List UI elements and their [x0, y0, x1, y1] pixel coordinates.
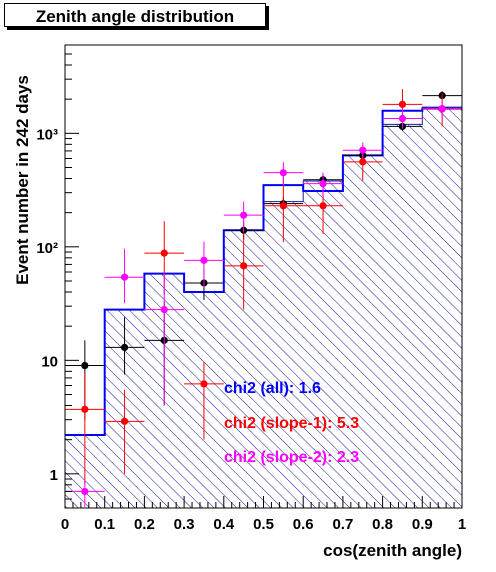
data-point	[160, 249, 168, 257]
data-point	[240, 211, 248, 219]
x-tick-label: 0.9	[412, 516, 433, 533]
data-point	[240, 262, 248, 270]
chi2-annotation: chi2 (slope-1): 5.3	[224, 415, 359, 432]
x-axis-label: cos(zenith angle)	[323, 541, 462, 560]
data-point	[398, 114, 407, 123]
y-tick-label: 10³	[36, 126, 58, 143]
data-point	[200, 256, 208, 264]
x-axis: 0 0.1 0.2 0.3 0.4 0.5 0.6 0.7 0.8 0.9 1	[61, 496, 466, 533]
chi2-annotation: chi2 (all): 1.6	[224, 380, 321, 397]
data-point	[200, 380, 208, 388]
y-tick-label: 1	[50, 467, 58, 484]
chart-title-box: Zenith angle distribution	[4, 3, 266, 27]
x-tick-label: 0.4	[213, 516, 235, 533]
y-tick-label: 10	[41, 353, 58, 370]
data-point	[120, 273, 129, 281]
data-point	[81, 405, 89, 413]
y-axis-label: Event number in 242 days	[13, 75, 32, 285]
data-point	[359, 158, 367, 166]
data-point	[279, 169, 287, 177]
x-tick-label: 0	[61, 516, 69, 533]
x-tick-label: 0.8	[372, 516, 393, 533]
chi2-annotation: chi2 (slope-2): 2.3	[224, 449, 359, 466]
x-tick-label: 0.1	[94, 516, 115, 533]
x-tick-label: 0.7	[332, 516, 353, 533]
x-tick-label: 0.5	[253, 516, 274, 533]
x-tick-label: 0.2	[134, 516, 155, 533]
data-point	[120, 417, 129, 425]
data-point	[81, 487, 89, 496]
y-tick-label: 10²	[36, 240, 58, 257]
data-point	[398, 100, 407, 108]
data-point	[81, 361, 89, 370]
x-tick-label: 0.3	[174, 516, 195, 533]
y-axis: 1 10 10² 10³	[36, 44, 79, 509]
data-point	[359, 146, 367, 154]
chi2-annotations: chi2 (all): 1.6 chi2 (slope-1): 5.3 chi2 (…	[224, 380, 359, 466]
hatched-histogram-fill	[65, 107, 462, 508]
data-point	[160, 305, 168, 314]
data-point	[279, 202, 287, 210]
x-tick-label: 0.6	[293, 516, 314, 533]
x-tick-label: 1	[458, 516, 466, 533]
data-point	[319, 180, 327, 188]
data-series	[65, 89, 462, 508]
data-point	[438, 105, 446, 113]
data-point	[319, 202, 327, 210]
chart-title: Zenith angle distribution	[35, 7, 235, 26]
data-point	[120, 343, 129, 351]
